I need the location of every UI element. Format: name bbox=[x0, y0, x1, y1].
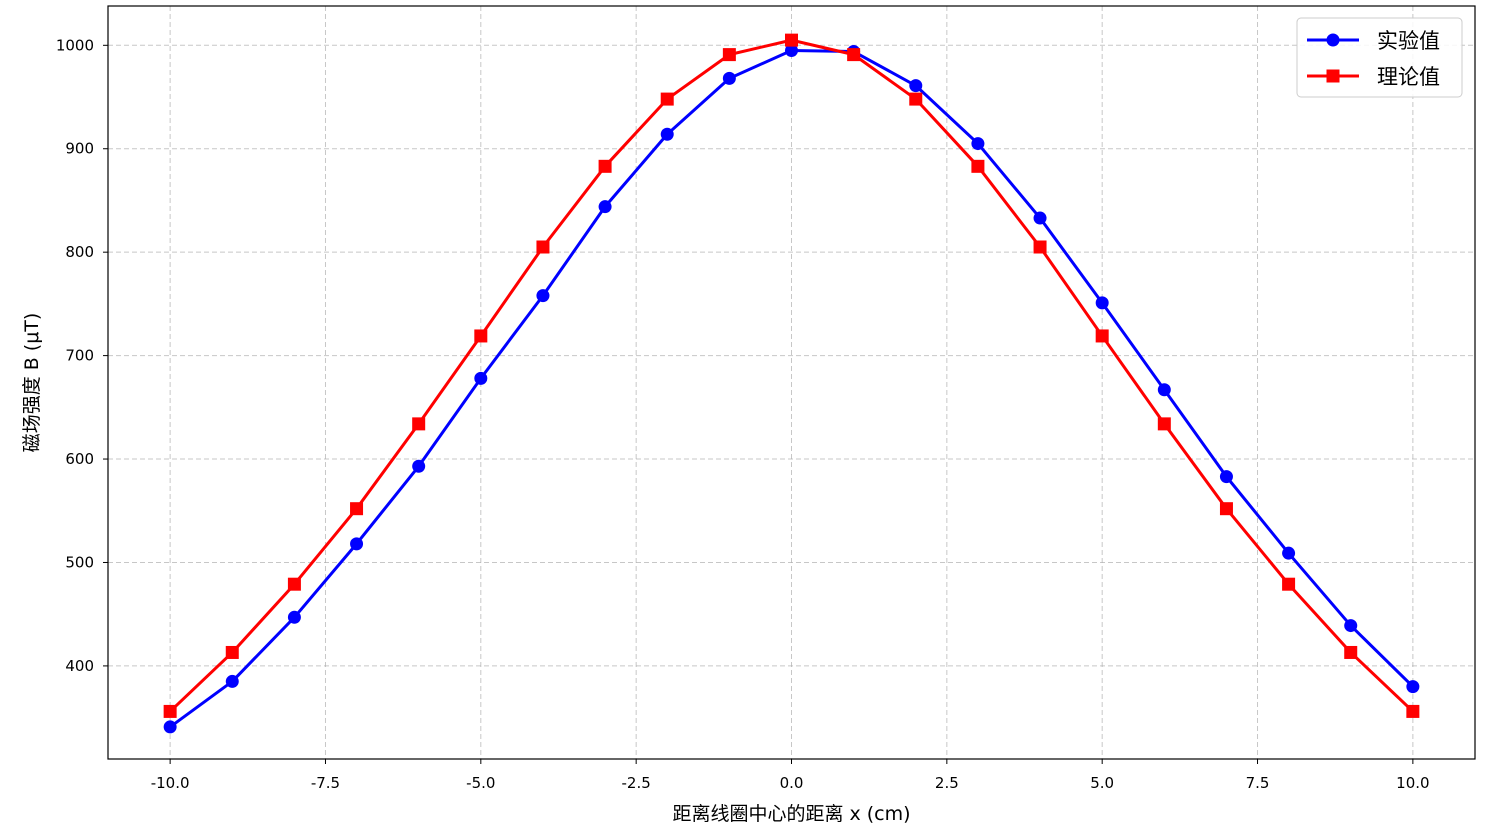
series-2-point bbox=[598, 159, 612, 173]
x-tick-label: -2.5 bbox=[622, 774, 651, 792]
series-2 bbox=[163, 33, 1420, 718]
series-1-point bbox=[660, 127, 674, 141]
series-2-point bbox=[1095, 329, 1109, 343]
series-1-point bbox=[785, 43, 798, 57]
y-tick-label: 500 bbox=[65, 553, 94, 571]
series-1-point bbox=[1033, 211, 1047, 225]
series-1-point bbox=[163, 720, 177, 734]
legend-label: 实验值 bbox=[1377, 29, 1440, 53]
series-2-point bbox=[536, 240, 550, 254]
legend-marker bbox=[1326, 33, 1340, 47]
series-2-point bbox=[350, 502, 364, 516]
series-2-point bbox=[1282, 577, 1296, 591]
series-1-point bbox=[722, 71, 736, 85]
series-2-point bbox=[1033, 240, 1047, 254]
x-tick-label: -10.0 bbox=[151, 774, 190, 792]
series-1-point bbox=[536, 289, 550, 303]
series-2-point bbox=[722, 48, 736, 62]
series-2-point bbox=[909, 92, 923, 106]
y-tick-label: 600 bbox=[65, 450, 94, 468]
x-axis-title: 距离线圈中心的距离 x (cm) bbox=[672, 803, 910, 825]
series-2-point bbox=[1344, 645, 1358, 659]
x-tick-label: 7.5 bbox=[1246, 774, 1270, 792]
y-axis-title: 磁场强度 B (μT) bbox=[21, 313, 43, 453]
axis-ticks: -10.0 -7.5 -5.0 -2.5 0.0 2.5 5.0 7.5 10.0 400 500 6… bbox=[56, 36, 1430, 792]
series-1-point bbox=[225, 674, 239, 688]
series-1-point bbox=[1406, 680, 1420, 694]
series-2-point bbox=[660, 92, 674, 106]
series-1-point bbox=[909, 79, 923, 93]
plot-series bbox=[163, 33, 1420, 734]
series-1-point bbox=[1344, 619, 1358, 633]
legend-marker bbox=[1326, 69, 1340, 83]
series-2-point bbox=[1157, 417, 1171, 431]
y-tick-label: 700 bbox=[65, 347, 94, 365]
series-2-point bbox=[287, 577, 301, 591]
x-tick-label: 5.0 bbox=[1090, 774, 1114, 792]
series-2-point bbox=[474, 329, 488, 343]
x-tick-label: 10.0 bbox=[1396, 774, 1429, 792]
x-tick-label: -7.5 bbox=[311, 774, 340, 792]
series-2-point bbox=[225, 645, 239, 659]
series-2-point bbox=[971, 159, 985, 173]
series-2-point bbox=[847, 48, 861, 62]
x-tick-label: -5.0 bbox=[466, 774, 495, 792]
series-1-point bbox=[287, 610, 301, 624]
series-1-point bbox=[412, 459, 426, 473]
legend-item-1: 实验值 bbox=[1307, 29, 1440, 53]
series-1-point bbox=[1219, 470, 1233, 484]
grid bbox=[108, 6, 1475, 759]
series-2-point bbox=[163, 704, 177, 718]
series-1-point bbox=[1282, 546, 1296, 560]
series-1-point bbox=[598, 200, 612, 214]
x-tick-label: 0.0 bbox=[780, 774, 804, 792]
x-tick-label: 2.5 bbox=[935, 774, 959, 792]
legend-label: 理论值 bbox=[1377, 65, 1440, 89]
y-tick-label: 900 bbox=[65, 140, 94, 158]
series-1-point bbox=[1095, 296, 1109, 310]
series-2-point bbox=[1219, 502, 1233, 516]
series-2-point bbox=[785, 33, 798, 47]
legend-item-2: 理论值 bbox=[1307, 65, 1440, 89]
series-1-point bbox=[350, 537, 364, 551]
series-1-point bbox=[971, 137, 985, 151]
y-tick-label: 1000 bbox=[56, 36, 94, 54]
series-1 bbox=[163, 43, 1420, 734]
series-1-point bbox=[1157, 383, 1171, 397]
series-2-point bbox=[1406, 704, 1420, 718]
y-tick-label: 400 bbox=[65, 657, 94, 675]
series-1-point bbox=[474, 371, 488, 385]
y-tick-label: 800 bbox=[65, 243, 94, 261]
series-2-point bbox=[412, 417, 426, 431]
